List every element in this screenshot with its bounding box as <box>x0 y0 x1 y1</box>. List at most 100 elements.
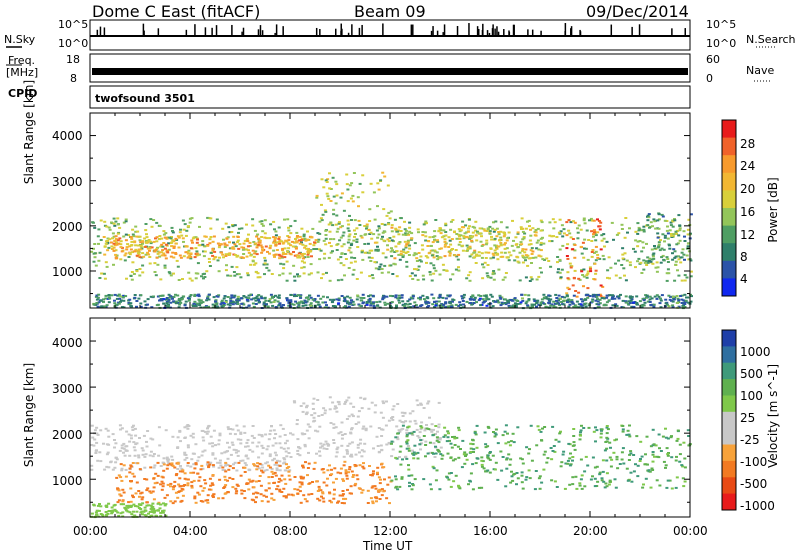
heatmap-cell <box>534 229 538 231</box>
heatmap-cell <box>403 220 406 223</box>
colorbar-swatch <box>722 260 736 279</box>
heatmap-cell <box>443 243 447 246</box>
heatmap-cell <box>496 442 500 445</box>
heatmap-cell <box>677 214 681 217</box>
heatmap-cell <box>444 234 448 237</box>
heatmap-cell <box>454 474 458 477</box>
heatmap-cell <box>451 248 454 250</box>
heatmap-cell <box>535 301 539 304</box>
heatmap-cell <box>158 238 162 241</box>
heatmap-cell <box>298 447 302 450</box>
heatmap-cell <box>584 247 588 250</box>
heatmap-cell <box>566 301 569 304</box>
heatmap-cell <box>402 251 406 254</box>
heatmap-cell <box>343 298 347 301</box>
heatmap-cell <box>356 196 360 199</box>
heatmap-cell <box>484 470 488 473</box>
heatmap-cell <box>580 424 583 427</box>
heatmap-cell <box>265 266 269 269</box>
heatmap-cell <box>429 488 433 491</box>
heatmap-cell <box>435 436 439 439</box>
heatmap-cell <box>322 407 326 410</box>
heatmap-cell <box>398 301 401 304</box>
heatmap-cell <box>278 477 281 480</box>
heatmap-cell <box>654 266 658 269</box>
heatmap-cell <box>598 228 602 231</box>
heatmap-cell <box>594 239 598 242</box>
heatmap-cell <box>589 267 592 270</box>
heatmap-cell <box>224 464 227 467</box>
heatmap-cell <box>293 219 297 222</box>
heatmap-cell <box>105 514 108 517</box>
heatmap-cell <box>119 246 123 249</box>
heatmap-cell <box>318 258 322 261</box>
heatmap-cell <box>450 305 453 308</box>
heatmap-cell <box>336 279 340 282</box>
heatmap-cell <box>552 305 556 308</box>
heatmap-cell <box>209 435 213 438</box>
heatmap-cell <box>496 245 500 248</box>
heatmap-cell <box>520 217 524 220</box>
heatmap-cell <box>592 233 595 236</box>
heatmap-cell <box>328 187 332 190</box>
heatmap-cell <box>271 444 275 447</box>
heatmap-cell <box>156 263 160 266</box>
heatmap-cell <box>562 303 566 306</box>
heatmap-cell <box>208 238 212 241</box>
heatmap-cell <box>689 270 693 273</box>
heatmap-cell <box>605 432 609 435</box>
heatmap-cell <box>182 255 186 258</box>
heatmap-cell <box>394 227 398 230</box>
heatmap-cell <box>391 273 395 275</box>
heatmap-cell <box>283 256 287 259</box>
heatmap-cell <box>167 242 171 245</box>
heatmap-cell <box>166 249 170 252</box>
heatmap-cell <box>168 462 172 465</box>
heatmap-cell <box>268 453 272 456</box>
heatmap-cell <box>386 483 390 486</box>
heatmap-cell <box>421 231 425 233</box>
heatmap-cell <box>504 485 508 488</box>
heatmap-cell <box>165 297 169 299</box>
heatmap-cell <box>263 256 267 259</box>
heatmap-cell <box>512 473 516 476</box>
heatmap-cell <box>540 298 544 301</box>
heatmap-cell <box>358 304 362 307</box>
heatmap-cell <box>506 300 510 303</box>
heatmap-cell <box>133 240 137 243</box>
heatmap-cell <box>639 440 643 443</box>
heatmap-cell <box>290 493 294 496</box>
heatmap-cell <box>246 240 250 243</box>
heatmap-cell <box>385 400 388 403</box>
heatmap-cell <box>378 265 382 268</box>
heatmap-cell <box>170 295 174 298</box>
heatmap-cell <box>298 295 302 298</box>
heatmap-cell <box>165 302 169 304</box>
heatmap-cell <box>428 416 431 419</box>
heatmap-cell <box>261 466 265 469</box>
heatmap-cell <box>507 259 511 262</box>
heatmap-cell <box>316 232 320 235</box>
heatmap-cell <box>682 253 686 256</box>
heatmap-cell <box>437 441 441 444</box>
heatmap-cell <box>223 295 227 298</box>
heatmap-cell <box>524 259 527 262</box>
heatmap-cell <box>231 478 235 480</box>
heatmap-cell <box>356 294 360 297</box>
heatmap-cell <box>217 439 221 442</box>
heatmap-cell <box>651 460 655 463</box>
heatmap-cell <box>386 244 389 247</box>
heatmap-cell <box>316 430 320 433</box>
heatmap-cell <box>505 458 509 461</box>
heatmap-cell <box>595 303 599 306</box>
heatmap-cell <box>224 269 228 272</box>
heatmap-cell <box>153 509 157 512</box>
heatmap-cell <box>668 244 671 247</box>
heatmap-cell <box>447 472 451 475</box>
heatmap-cell <box>666 232 670 235</box>
heatmap-cell <box>113 244 117 247</box>
heatmap-cell <box>599 248 603 251</box>
heatmap-cell <box>168 296 172 299</box>
heatmap-cell <box>156 246 159 249</box>
heatmap-cell <box>129 434 133 437</box>
